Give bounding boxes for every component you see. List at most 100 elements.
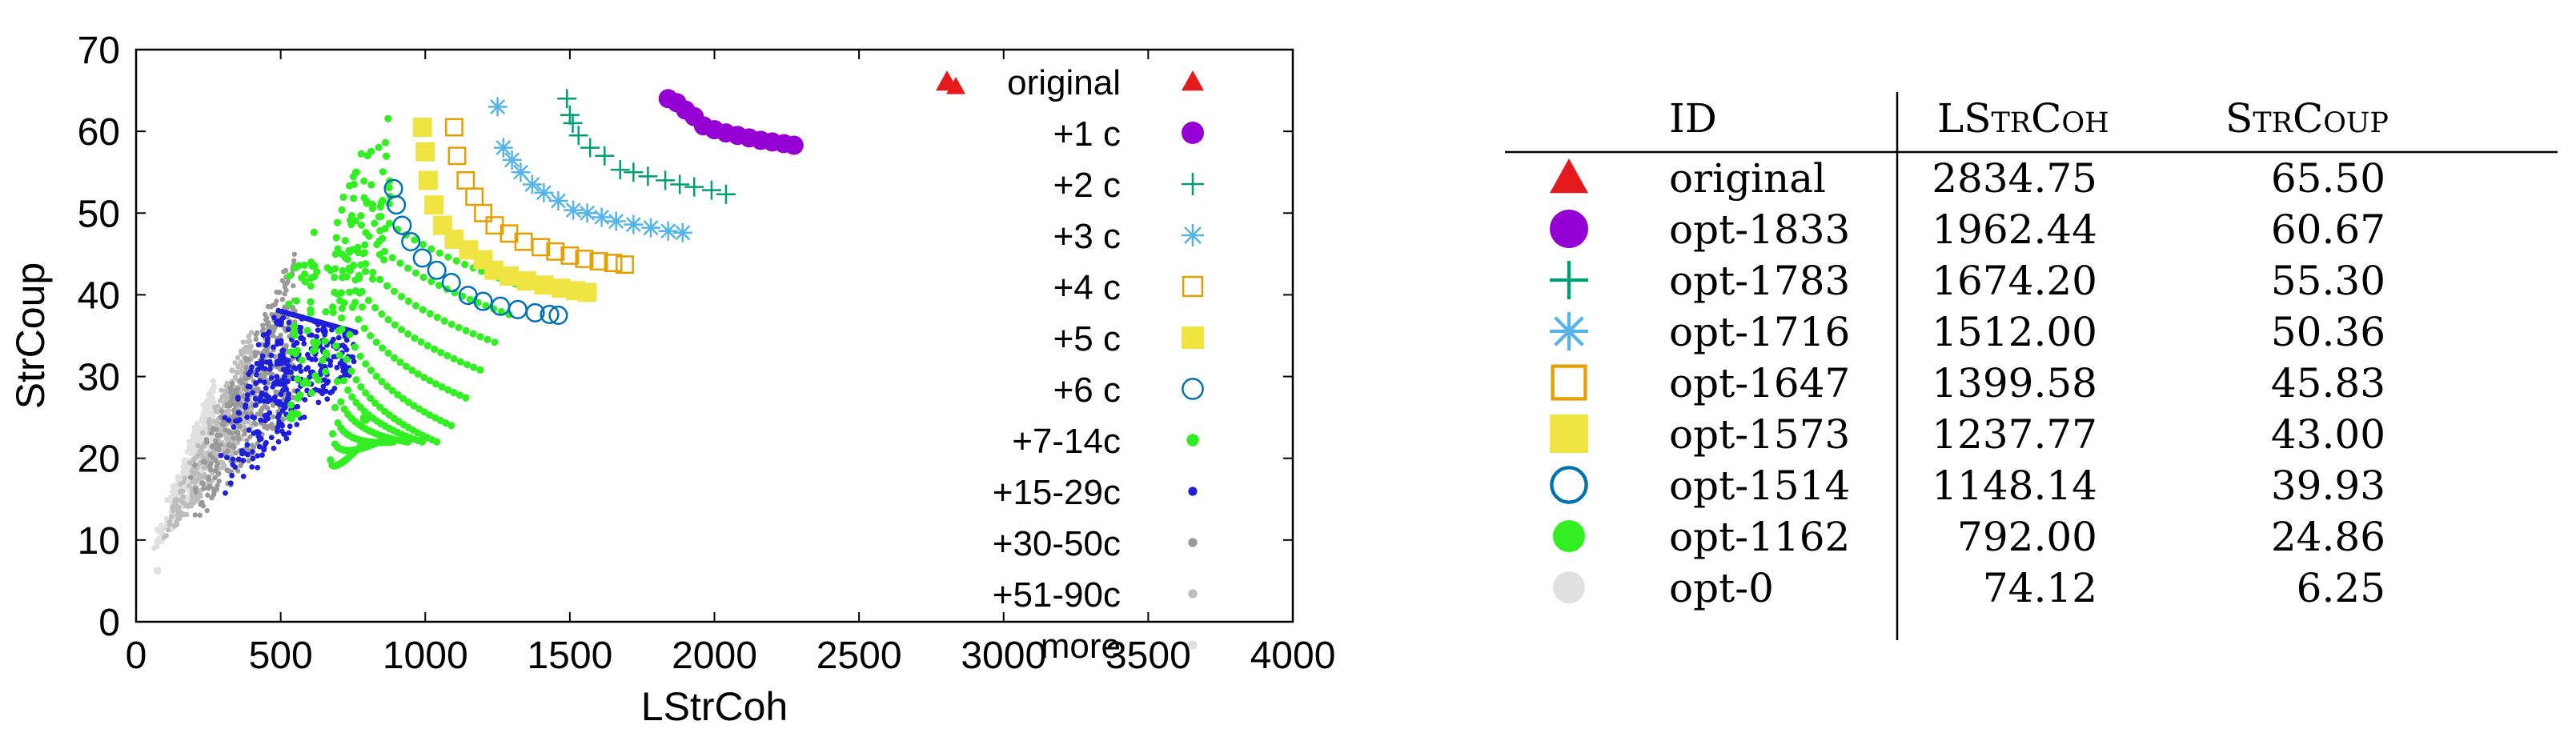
table-row-marker <box>1550 466 1588 504</box>
table-cell-strcoup: 39.93 <box>2271 463 2385 509</box>
legend-marker <box>1182 326 1204 349</box>
table-cell-strcoup: 50.36 <box>2271 309 2385 355</box>
cloud-point <box>447 320 455 328</box>
cloud-point <box>279 358 286 364</box>
cloud-point <box>438 383 446 391</box>
cloud-point <box>329 430 337 438</box>
cloud-point <box>452 257 460 265</box>
cloud-point <box>286 430 292 436</box>
cloud-point <box>207 390 213 396</box>
cloud-point <box>187 459 193 466</box>
cloud-point <box>309 332 315 338</box>
cloud-point <box>295 403 301 410</box>
cloud-point <box>157 526 163 532</box>
cloud-point <box>338 304 346 312</box>
cloud-point <box>247 350 253 355</box>
cloud-point <box>327 266 335 274</box>
data-point <box>595 146 615 166</box>
data-point <box>427 260 447 280</box>
data-point <box>658 221 678 241</box>
cloud-point <box>307 369 314 375</box>
cloud-point <box>291 350 300 358</box>
cloud-point <box>232 360 238 366</box>
cloud-point <box>335 326 343 335</box>
cloud-point <box>287 401 295 409</box>
legend-entry: more <box>1041 627 1198 666</box>
cloud-point <box>285 300 293 308</box>
cloud-point <box>258 408 264 414</box>
cloud-point <box>368 275 377 283</box>
cloud-point <box>360 249 368 257</box>
cloud-point <box>291 251 298 257</box>
table-cell-strcoup: 43.00 <box>2271 411 2385 458</box>
cloud-point <box>166 527 171 533</box>
cloud-point <box>271 314 277 321</box>
cloud-point <box>240 458 247 463</box>
cloud-point <box>247 345 253 350</box>
cloud-point <box>227 429 233 435</box>
cloud-point <box>346 216 355 225</box>
cloud-point <box>192 479 199 484</box>
cloud-point <box>219 427 224 433</box>
cloud-point <box>347 367 355 375</box>
cloud-point <box>462 326 470 334</box>
cloud-point <box>334 290 342 298</box>
cloud-point <box>233 430 239 435</box>
cloud-point <box>219 465 225 471</box>
cloud-point <box>478 267 486 275</box>
cloud-point <box>433 314 441 322</box>
cloud-point <box>299 379 307 387</box>
cloud-point <box>277 352 283 358</box>
cloud-point <box>294 340 300 346</box>
data-point <box>522 174 542 194</box>
cloud-point <box>295 262 303 270</box>
cloud-point <box>249 443 255 448</box>
data-point <box>424 195 444 215</box>
cloud-point <box>235 468 241 474</box>
cloud-point <box>397 292 406 301</box>
cloud-point <box>267 366 273 372</box>
cloud-point <box>463 361 471 369</box>
table-cell-lstrcoh: 1148.14 <box>1932 463 2097 509</box>
cloud-point <box>236 370 242 375</box>
cloud-point <box>444 253 452 261</box>
cloud-point <box>291 282 296 289</box>
cloud-point <box>343 355 351 363</box>
cloud-point <box>271 380 277 387</box>
data-point <box>493 138 513 158</box>
legend-marker <box>1186 434 1199 447</box>
cloud-point <box>360 324 368 332</box>
cloud-point <box>215 419 220 425</box>
cloud-point <box>267 324 272 330</box>
cloud-point <box>324 396 331 402</box>
cloud-point <box>195 452 201 458</box>
cloud-point <box>219 408 225 415</box>
data-point <box>616 255 634 274</box>
cloud-point <box>274 400 280 406</box>
data-point <box>641 218 661 238</box>
cloud-point <box>259 452 265 459</box>
cloud-point <box>414 370 422 378</box>
cloud-point <box>262 375 267 381</box>
cloud-point <box>154 543 160 550</box>
data-point <box>624 214 644 234</box>
cloud-point <box>298 335 303 341</box>
y-axis-label: StrCoup <box>8 262 53 409</box>
cloud-point <box>249 364 255 370</box>
cloud-point <box>311 372 319 380</box>
cloud-point <box>419 438 427 446</box>
cloud-point <box>276 419 283 425</box>
cloud-point <box>331 273 339 282</box>
cloud-point <box>174 491 180 498</box>
cloud-point <box>155 535 162 542</box>
cloud-point <box>264 424 270 431</box>
cloud-point <box>351 358 357 365</box>
cloud-point <box>364 296 373 304</box>
cloud-point <box>211 491 217 498</box>
cloud-point <box>201 486 207 491</box>
cloud-point <box>371 399 379 407</box>
cloud-point <box>313 267 321 276</box>
cloud-point <box>260 322 266 328</box>
cloud-point <box>261 445 267 451</box>
x-axis-label: LStrCoh <box>641 684 788 729</box>
